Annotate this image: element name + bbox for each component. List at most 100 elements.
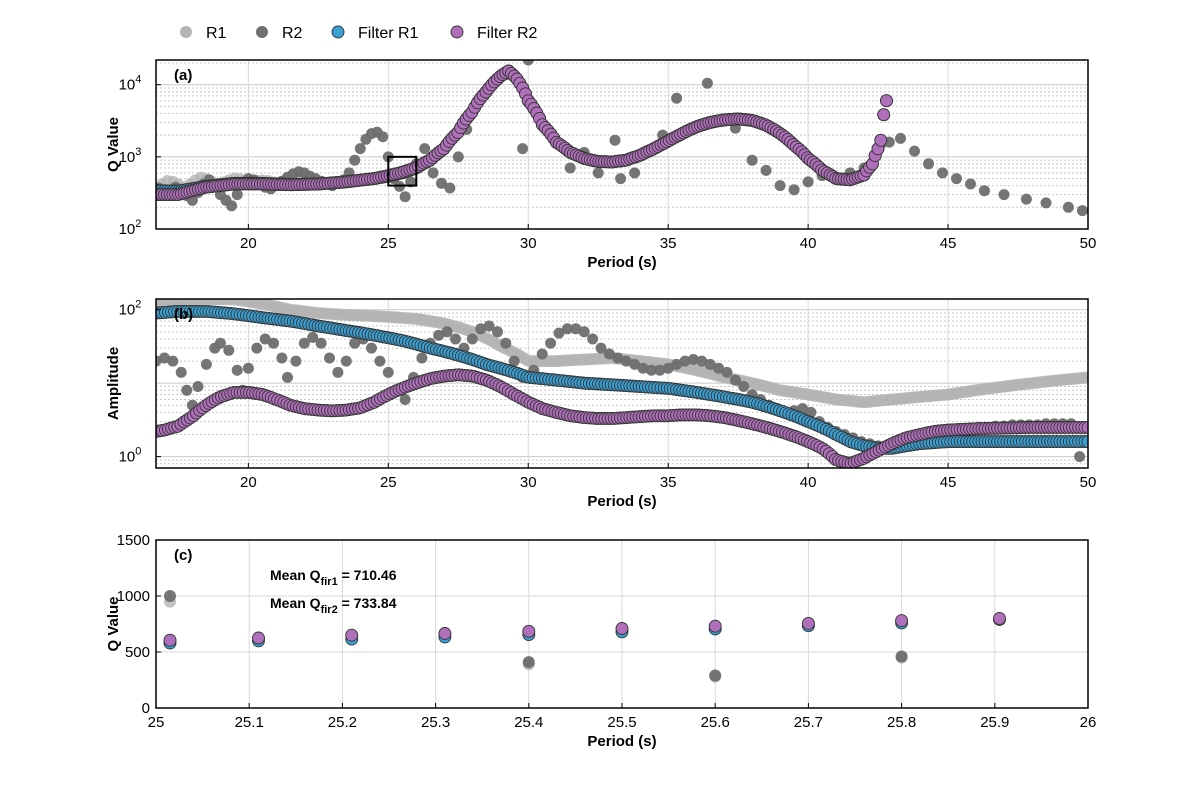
point-r2 — [340, 355, 352, 367]
point-r2 — [802, 176, 814, 188]
point-r2 — [629, 167, 641, 179]
point-r2 — [164, 590, 176, 602]
y-tick-label: 103 — [119, 146, 142, 166]
point-r2 — [561, 323, 573, 335]
point-r2 — [671, 358, 683, 370]
x-tick-label: 25.2 — [328, 714, 357, 731]
annotation-subscript: fir2 — [321, 604, 338, 616]
point-r2 — [998, 189, 1010, 201]
y-tick-label: 104 — [119, 74, 142, 94]
x-tick-label: 30 — [520, 235, 537, 252]
point-r2 — [536, 348, 548, 360]
y-ticks: 0 500 1000 1500 — [117, 532, 161, 717]
point-f2 — [801, 616, 815, 630]
point-r2 — [399, 394, 411, 405]
point-r2 — [522, 60, 534, 66]
point-r2 — [259, 333, 271, 345]
series-f2 — [156, 64, 893, 202]
legend-label: Filter R2 — [477, 25, 538, 42]
x-tick-label: 25.6 — [701, 714, 730, 731]
point-r2 — [937, 167, 948, 179]
x-tick-label: 45 — [940, 474, 957, 491]
point-r2 — [701, 77, 713, 89]
point-r2 — [298, 337, 310, 349]
y-tick-base: 10 — [119, 77, 136, 94]
point-r2 — [492, 326, 503, 338]
legend-label: R2 — [282, 25, 303, 42]
point-r2 — [517, 143, 529, 155]
point-r2 — [441, 326, 453, 338]
point-r2 — [654, 364, 666, 376]
point-f2 — [438, 627, 452, 640]
point-r2 — [570, 323, 582, 335]
legend-label: R1 — [206, 25, 227, 42]
point-r2 — [895, 650, 908, 663]
x-ticks: 25 25.1 25.2 25.3 25.4 25.5 25.6 25.7 25.8 25.9 26 — [148, 703, 1097, 731]
point-r2 — [354, 143, 366, 155]
point-r2 — [433, 329, 445, 341]
annotation-subscript: fir1 — [321, 576, 338, 588]
point-r2 — [226, 200, 238, 212]
point-r2 — [382, 366, 394, 378]
point-r2 — [564, 162, 576, 174]
panel-label: (a) — [174, 67, 192, 84]
y-tick-label: 102 — [119, 299, 142, 319]
point-r2 — [704, 358, 716, 370]
x-tick-label: 26 — [1080, 714, 1097, 731]
point-f2 — [877, 108, 891, 122]
point-r2 — [923, 158, 934, 170]
point-r2 — [774, 180, 786, 192]
point-r2 — [679, 355, 691, 367]
legend-marker-r2 — [256, 26, 268, 38]
y-tick-exp: 4 — [135, 74, 141, 86]
point-r2 — [349, 337, 361, 349]
annotation-value: = 733.84 — [338, 595, 397, 611]
y-tick-exp: 2 — [135, 299, 141, 311]
point-r2 — [483, 320, 495, 332]
y-axis-label: Q Value — [105, 596, 122, 651]
data-layer — [163, 590, 1006, 683]
x-tick-label: 40 — [800, 474, 817, 491]
point-r2 — [738, 381, 750, 392]
point-r2 — [615, 173, 627, 185]
series-f1 — [163, 613, 1006, 650]
point-r2 — [671, 92, 683, 104]
point-r2 — [374, 355, 386, 367]
annotation-prefix: Mean Q — [270, 595, 321, 611]
x-axis-label: Period (s) — [587, 733, 656, 750]
point-r2 — [645, 364, 657, 376]
x-tick-label: 50 — [1080, 474, 1097, 491]
panel-label: (c) — [174, 547, 192, 564]
point-f1 — [1081, 435, 1088, 449]
point-r2 — [231, 189, 243, 201]
point-r2 — [713, 362, 725, 374]
point-r2 — [444, 182, 456, 194]
y-tick-exp: 0 — [135, 446, 141, 458]
x-tick-label: 25 — [380, 474, 397, 491]
series-f2 — [163, 611, 1006, 647]
point-f2 — [615, 622, 629, 635]
point-f2 — [163, 633, 177, 647]
legend-marker-r1 — [180, 26, 192, 38]
x-tick-label: 25.3 — [421, 714, 450, 731]
data-layer — [156, 299, 1088, 468]
point-f2 — [993, 611, 1006, 625]
zoom-box — [387, 155, 418, 187]
x-tick-label: 25 — [148, 714, 165, 731]
point-r2 — [158, 352, 170, 364]
legend-label: Filter R1 — [358, 25, 419, 42]
mean-q-annotation: Mean Qfir2 = 733.84 — [270, 595, 397, 616]
legend-marker-f1 — [331, 25, 345, 39]
grid — [156, 299, 1089, 469]
point-r2 — [181, 384, 193, 396]
point-r2 — [553, 327, 565, 339]
point-r2 — [687, 354, 699, 365]
point-r2 — [192, 381, 204, 392]
series-r1 — [156, 299, 1088, 409]
x-tick-label: 25.7 — [794, 714, 823, 731]
point-r2 — [609, 134, 621, 146]
y-tick-label: 0 — [142, 700, 150, 717]
